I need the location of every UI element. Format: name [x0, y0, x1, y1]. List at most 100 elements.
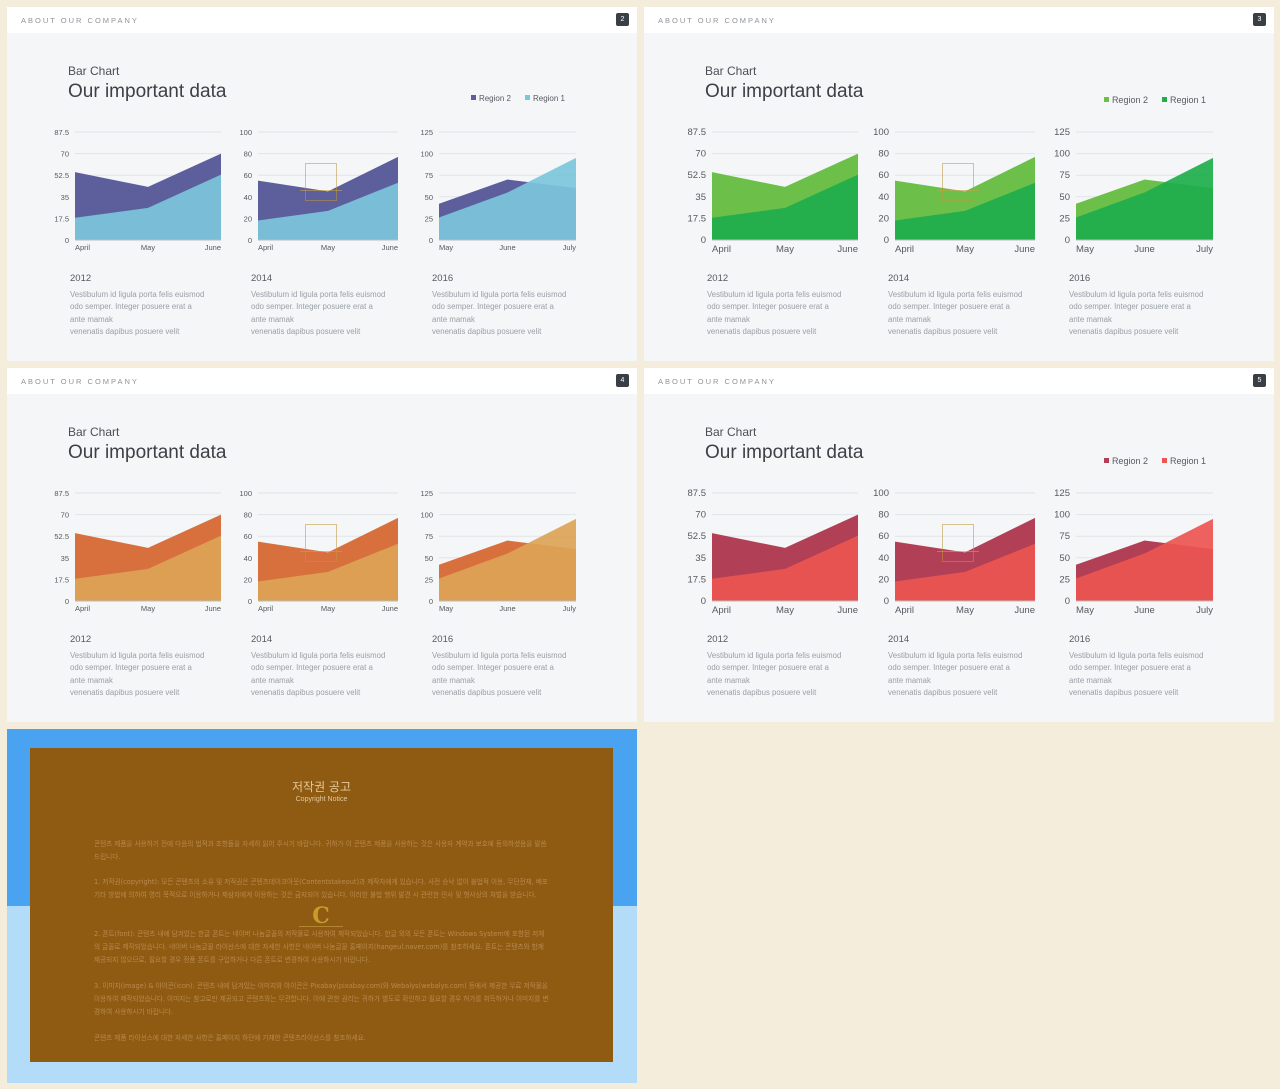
- page-number-badge: 5: [1253, 374, 1266, 387]
- y-tick-label: 40: [244, 554, 252, 563]
- y-tick-label: 17.5: [54, 575, 69, 584]
- x-tick-label: May: [141, 243, 155, 252]
- slide-title: Our important data: [705, 442, 864, 463]
- legend-swatch: [1103, 458, 1109, 464]
- slide-5: ABOUT OUR COMPANY 5 Bar Chart Our important…: [644, 368, 1274, 722]
- y-tick-label: 52.5: [688, 170, 707, 181]
- page-number-badge: 3: [1253, 13, 1266, 26]
- legend-swatch: [1161, 97, 1167, 103]
- year-description: Vestibulum id ligula porta felis euismod…: [251, 290, 386, 336]
- legend-label: Region 2: [478, 94, 511, 103]
- year-block: 2014 Vestibulum id ligula porta felis eui…: [888, 634, 1063, 699]
- year-description: Vestibulum id ligula porta felis euismod…: [888, 651, 1023, 697]
- y-tick-label: 87.5: [688, 127, 707, 138]
- year-description: Vestibulum id ligula porta felis euismod…: [70, 290, 205, 336]
- y-tick-label: 50: [425, 193, 433, 202]
- x-tick-label: April: [75, 604, 90, 613]
- y-tick-label: 50: [1059, 553, 1070, 564]
- x-tick-label: May: [1076, 244, 1094, 255]
- notice-paragraph: 콘텐츠 제품 라이선스에 대한 자세한 사항은 홈페이지 하단에 기재한 콘텐츠…: [94, 1034, 366, 1042]
- x-tick-label: July: [1196, 244, 1213, 255]
- y-tick-label: 0: [65, 236, 69, 245]
- y-tick-label: 70: [61, 511, 69, 520]
- y-tick-label: 60: [244, 171, 252, 180]
- x-tick-label: April: [712, 605, 731, 616]
- y-tick-label: 35: [695, 192, 706, 203]
- area-series-region-1: [258, 543, 398, 601]
- y-tick-label: 0: [248, 236, 252, 245]
- y-tick-label: 50: [1059, 192, 1070, 203]
- y-tick-label: 50: [425, 554, 433, 563]
- logo-icon: [300, 163, 342, 201]
- year-block: 2016 Vestibulum id ligula porta felis eui…: [432, 273, 607, 338]
- x-tick-label: June: [1014, 605, 1035, 616]
- x-tick-label: May: [956, 244, 974, 255]
- y-tick-label: 0: [429, 236, 433, 245]
- logo-icon: C: [299, 900, 343, 938]
- y-tick-label: 0: [248, 597, 252, 606]
- year-label: 2016: [1069, 634, 1091, 645]
- area-series-region-1: [439, 157, 576, 240]
- year-description: Vestibulum id ligula porta felis euismod…: [251, 651, 386, 697]
- year-label: 2014: [888, 273, 910, 284]
- y-tick-label: 20: [878, 574, 889, 585]
- year-label: 2014: [888, 634, 910, 645]
- y-tick-label: 20: [244, 214, 252, 223]
- x-tick-label: May: [439, 604, 453, 613]
- area-series-region-1: [712, 174, 858, 240]
- area-charts: 0 17.5 35 52.5 70 87.5 April May June 0 20 40 60 80 10…: [688, 488, 1214, 616]
- legend-swatch: [1103, 97, 1109, 103]
- y-tick-label: 20: [244, 575, 252, 584]
- y-tick-label: 20: [878, 213, 889, 224]
- page-number-badge: 4: [616, 374, 629, 387]
- y-tick-label: 0: [429, 597, 433, 606]
- y-tick-label: 75: [1059, 531, 1070, 542]
- year-label: 2014: [251, 634, 273, 645]
- y-tick-label: 100: [1054, 149, 1070, 160]
- legend-label: Region 1: [532, 94, 565, 103]
- x-tick-label: May: [776, 605, 794, 616]
- year-block: 2012 Vestibulum id ligula porta felis eui…: [707, 634, 882, 699]
- y-tick-label: 70: [61, 150, 69, 159]
- area-series-region-1: [1076, 518, 1213, 601]
- y-tick-label: 100: [1054, 510, 1070, 521]
- year-description: Vestibulum id ligula porta felis euismod…: [1069, 290, 1204, 336]
- x-tick-label: June: [382, 243, 398, 252]
- y-tick-label: 100: [239, 128, 252, 137]
- x-tick-label: May: [439, 243, 453, 252]
- y-tick-label: 80: [244, 150, 252, 159]
- y-tick-label: 25: [425, 575, 433, 584]
- legend-swatch: [1161, 458, 1167, 464]
- slide-title: Our important data: [705, 81, 864, 102]
- y-tick-label: 0: [65, 597, 69, 606]
- x-tick-label: July: [1196, 605, 1213, 616]
- legend-item: Region 1: [1161, 95, 1206, 105]
- legend-item: Region 2: [470, 94, 511, 103]
- year-label: 2016: [432, 273, 454, 284]
- y-tick-label: 60: [878, 170, 889, 181]
- y-tick-label: 80: [878, 149, 889, 160]
- legend-item: Region 1: [1161, 456, 1206, 466]
- x-tick-label: May: [321, 604, 335, 613]
- y-tick-label: 0: [1065, 596, 1070, 607]
- x-tick-label: May: [321, 243, 335, 252]
- y-tick-label: 125: [1054, 127, 1070, 138]
- slide-2: ABOUT OUR COMPANY 2 Bar Chart Our important…: [7, 7, 637, 361]
- area-series-region-1: [895, 543, 1035, 601]
- slide-header: ABOUT OUR COMPANY 5: [644, 368, 1274, 394]
- year-block: 2012 Vestibulum id ligula porta felis eui…: [707, 273, 882, 338]
- y-tick-label: 40: [878, 553, 889, 564]
- y-tick-label: 0: [701, 596, 706, 607]
- area-series-region-1: [75, 535, 221, 601]
- y-tick-label: 75: [425, 171, 433, 180]
- year-block: 2016 Vestibulum id ligula porta felis eui…: [1069, 634, 1244, 699]
- legend-swatch: [470, 95, 476, 101]
- y-tick-label: 80: [878, 510, 889, 521]
- y-tick-label: 35: [61, 193, 69, 202]
- y-tick-label: 60: [244, 532, 252, 541]
- x-tick-label: June: [1134, 605, 1155, 616]
- y-tick-label: 60: [878, 531, 889, 542]
- area-series-region-1: [712, 535, 858, 601]
- legend-item: Region 1: [524, 94, 565, 103]
- y-tick-label: 35: [695, 553, 706, 564]
